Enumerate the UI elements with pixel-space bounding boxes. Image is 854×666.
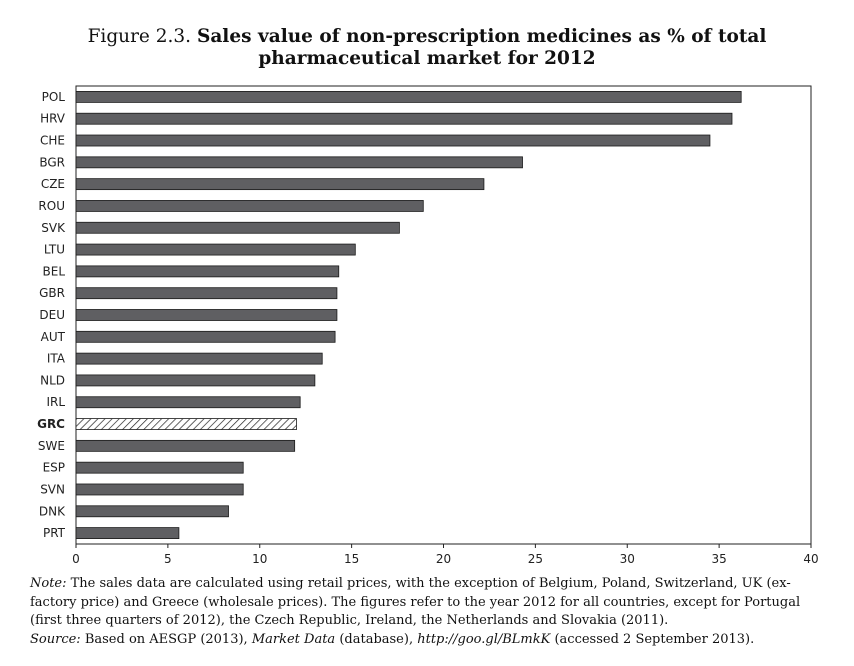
category-label-bel: BEL (43, 264, 66, 278)
bar-bel (75, 265, 340, 278)
x-axis-ticks: 0 5 10 15 20 25 30 35 40 (72, 544, 819, 566)
figure-number: Figure 2.3. (87, 26, 192, 47)
category-labels: POL HRV CHE BGR CZE ROU SVK LTU BEL GBR DEU AUT ITA N… (37, 90, 66, 540)
bar-rou (75, 200, 424, 212)
source-url: http://goo.gl/BLmkK (417, 631, 551, 647)
category-label-swe: SWE (38, 439, 65, 453)
bar-pol (75, 91, 742, 103)
bar-ita (75, 352, 323, 365)
chart-title: Figure 2.3. Sales value of non-prescript… (16, 26, 838, 70)
category-label-irl: IRL (46, 395, 65, 409)
source-label: Source: (30, 631, 81, 647)
category-label-grc: GRC (37, 417, 65, 431)
source-prefix: Based on AESGP (2013), (80, 631, 252, 647)
category-label-esp: ESP (43, 461, 65, 475)
note-label: Note: (30, 576, 67, 591)
bar-bgr (75, 156, 523, 169)
bar-prt (75, 527, 180, 539)
x-tick-label: 40 (803, 552, 818, 566)
bar-swe (75, 439, 296, 452)
category-label-cze: CZE (41, 177, 65, 191)
bar-irl (75, 396, 301, 409)
bar-deu (75, 309, 338, 321)
bar-ltu (75, 243, 356, 256)
category-label-gbr: GBR (39, 286, 65, 300)
category-label-rou: ROU (38, 199, 65, 213)
x-tick-label: 35 (711, 552, 726, 566)
note-text: The sales data are calculated using reta… (30, 576, 801, 628)
bar-esp (75, 461, 244, 474)
source-mid: (database), (335, 631, 418, 647)
category-label-svn: SVN (40, 482, 65, 496)
x-tick-label: 15 (344, 552, 359, 566)
category-label-aut: AUT (41, 330, 66, 344)
x-tick-label: 5 (164, 552, 172, 566)
bar-grc (75, 418, 297, 430)
bar-che (75, 134, 711, 147)
bar-dnk (75, 505, 229, 518)
bar-chart: POL HRV CHE BGR CZE ROU SVK LTU BEL GBR DEU AUT ITA N… (37, 85, 819, 566)
category-label-nld: NLD (40, 373, 65, 387)
category-label-che: CHE (40, 134, 65, 148)
x-tick-label: 20 (436, 552, 451, 566)
bar-nld (75, 374, 316, 387)
category-label-hrv: HRV (40, 112, 66, 126)
category-label-ltu: LTU (44, 243, 65, 257)
note-paragraph: Note: The sales data are calculated usin… (30, 575, 830, 631)
bar-hrv (75, 112, 733, 125)
bars-group (75, 91, 742, 539)
figure-notes: Note: The sales data are calculated usin… (30, 575, 830, 649)
figure-title: Sales value of non-prescription medicine… (196, 26, 767, 69)
source-database-name: Market Data (251, 631, 336, 647)
x-tick-label: 0 (72, 552, 80, 566)
bar-svn (75, 483, 244, 496)
category-label-dnk: DNK (39, 504, 66, 518)
category-label-deu: DEU (39, 308, 65, 322)
category-label-svk: SVK (41, 221, 66, 235)
bar-cze (75, 178, 485, 191)
category-label-ita: ITA (47, 352, 66, 366)
x-tick-label: 30 (620, 552, 635, 566)
bar-aut (75, 330, 336, 343)
x-tick-label: 10 (252, 552, 267, 566)
category-label-bgr: BGR (39, 155, 65, 169)
bar-gbr (75, 287, 338, 300)
source-paragraph: Source: Based on AESGP (2013), Market Da… (30, 631, 830, 650)
source-suffix: (accessed 2 September 2013). (550, 631, 755, 647)
bar-svk (75, 221, 400, 234)
category-label-prt: PRT (43, 526, 66, 540)
x-tick-label: 25 (528, 552, 543, 566)
category-label-pol: POL (42, 90, 66, 104)
